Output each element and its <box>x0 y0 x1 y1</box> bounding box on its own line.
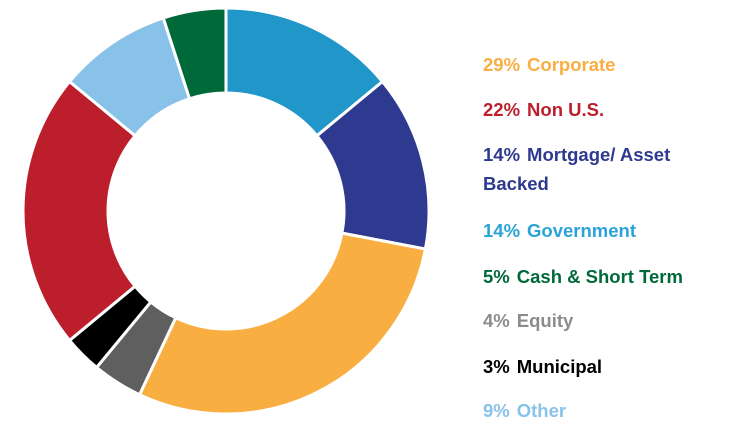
legend-label: Cash & Short Term <box>516 266 683 287</box>
legend-value: 14% <box>483 220 521 241</box>
legend-value: 22% <box>483 99 521 120</box>
legend-label: Municipal <box>516 356 603 377</box>
donut-segment <box>161 6 228 101</box>
legend-value: 14% <box>483 144 521 165</box>
legend-label: Other <box>516 400 567 421</box>
legend-label: Non U.S. <box>527 99 605 120</box>
legend-value: 5% <box>483 266 510 287</box>
legend-item: 3% Municipal <box>483 352 602 381</box>
legend-value: 4% <box>483 310 510 331</box>
legend-item: 22% Non U.S. <box>483 95 604 124</box>
legend-item: 29% Corporate <box>483 50 615 79</box>
legend-item: 9% Other <box>483 396 566 425</box>
donut-segment <box>137 231 428 416</box>
legend-label: Equity <box>516 310 574 331</box>
legend-label: Corporate <box>527 54 616 75</box>
donut-segment <box>21 79 138 343</box>
legend-value: 3% <box>483 356 510 377</box>
legend-value: 29% <box>483 54 521 75</box>
legend-value: 9% <box>483 400 510 421</box>
legend-item: 14% Government <box>483 216 636 245</box>
legend-item: 14% Mortgage/ Asset Backed <box>483 140 713 198</box>
legend-item: 4% Equity <box>483 306 573 335</box>
donut <box>21 6 431 416</box>
legend-label: Mortgage/ Asset Backed <box>483 144 671 194</box>
legend-item: 5% Cash & Short Term <box>483 262 683 291</box>
legend-label: Government <box>527 220 636 241</box>
